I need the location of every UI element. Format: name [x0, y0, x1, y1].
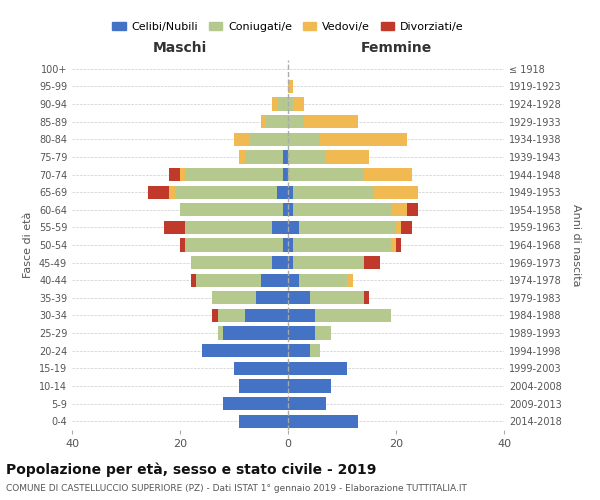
Bar: [288, 274, 299, 287]
Bar: [288, 380, 331, 392]
Bar: [288, 203, 293, 216]
Bar: [288, 221, 299, 234]
Bar: [250, 132, 288, 146]
Bar: [283, 168, 288, 181]
Bar: [245, 150, 283, 164]
Bar: [234, 362, 288, 375]
Bar: [288, 98, 293, 110]
Bar: [223, 326, 288, 340]
Bar: [223, 397, 288, 410]
Bar: [191, 256, 272, 269]
Text: Popolazione per età, sesso e stato civile - 2019: Popolazione per età, sesso e stato civil…: [6, 462, 376, 477]
Bar: [277, 186, 288, 198]
Bar: [396, 221, 401, 234]
Bar: [310, 291, 364, 304]
Bar: [196, 274, 261, 287]
Bar: [347, 274, 353, 287]
Bar: [293, 186, 374, 198]
Bar: [175, 186, 277, 198]
Bar: [293, 98, 304, 110]
Bar: [304, 115, 358, 128]
Bar: [293, 238, 391, 252]
Bar: [180, 203, 283, 216]
Bar: [283, 150, 288, 164]
Bar: [391, 238, 396, 252]
Bar: [315, 309, 391, 322]
Text: Maschi: Maschi: [153, 40, 207, 54]
Bar: [239, 150, 245, 164]
Bar: [239, 414, 288, 428]
Bar: [169, 186, 175, 198]
Bar: [261, 274, 288, 287]
Bar: [202, 344, 288, 358]
Bar: [261, 115, 266, 128]
Bar: [293, 256, 364, 269]
Bar: [185, 238, 283, 252]
Bar: [315, 326, 331, 340]
Bar: [245, 309, 288, 322]
Bar: [288, 80, 293, 93]
Bar: [288, 326, 315, 340]
Bar: [218, 326, 223, 340]
Bar: [374, 186, 418, 198]
Bar: [293, 203, 391, 216]
Bar: [218, 309, 245, 322]
Bar: [299, 274, 347, 287]
Bar: [288, 238, 293, 252]
Bar: [272, 221, 288, 234]
Bar: [288, 132, 320, 146]
Bar: [234, 132, 250, 146]
Bar: [283, 203, 288, 216]
Bar: [288, 362, 347, 375]
Bar: [310, 344, 320, 358]
Bar: [288, 309, 315, 322]
Bar: [288, 397, 326, 410]
Bar: [164, 221, 185, 234]
Bar: [364, 168, 412, 181]
Y-axis label: Fasce di età: Fasce di età: [23, 212, 33, 278]
Bar: [180, 238, 185, 252]
Bar: [288, 414, 358, 428]
Text: Femmine: Femmine: [361, 40, 431, 54]
Bar: [401, 221, 412, 234]
Bar: [320, 132, 407, 146]
Bar: [185, 221, 272, 234]
Bar: [288, 115, 304, 128]
Bar: [299, 221, 396, 234]
Text: COMUNE DI CASTELLUCCIO SUPERIORE (PZ) - Dati ISTAT 1° gennaio 2019 - Elaborazion: COMUNE DI CASTELLUCCIO SUPERIORE (PZ) - …: [6, 484, 467, 493]
Bar: [191, 274, 196, 287]
Y-axis label: Anni di nascita: Anni di nascita: [571, 204, 581, 286]
Bar: [288, 256, 293, 269]
Bar: [288, 150, 326, 164]
Bar: [288, 186, 293, 198]
Bar: [180, 168, 185, 181]
Bar: [277, 98, 288, 110]
Bar: [288, 344, 310, 358]
Bar: [212, 309, 218, 322]
Bar: [364, 256, 380, 269]
Bar: [272, 256, 288, 269]
Bar: [326, 150, 369, 164]
Bar: [283, 238, 288, 252]
Bar: [407, 203, 418, 216]
Bar: [396, 238, 401, 252]
Bar: [239, 380, 288, 392]
Bar: [266, 115, 288, 128]
Bar: [256, 291, 288, 304]
Bar: [272, 98, 277, 110]
Bar: [169, 168, 180, 181]
Bar: [288, 168, 364, 181]
Bar: [212, 291, 256, 304]
Bar: [148, 186, 169, 198]
Bar: [364, 291, 369, 304]
Bar: [391, 203, 407, 216]
Legend: Celibi/Nubili, Coniugati/e, Vedovi/e, Divorziati/e: Celibi/Nubili, Coniugati/e, Vedovi/e, Di…: [108, 18, 468, 36]
Bar: [288, 291, 310, 304]
Bar: [185, 168, 283, 181]
